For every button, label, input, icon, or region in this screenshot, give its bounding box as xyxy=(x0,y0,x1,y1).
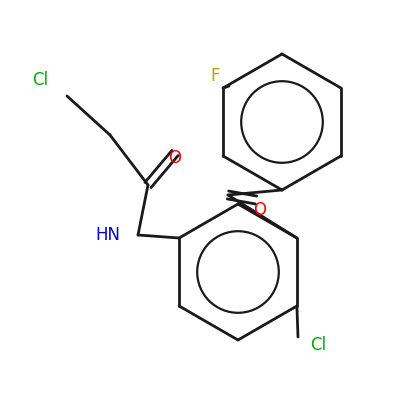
Text: O: O xyxy=(168,149,182,167)
Text: Cl: Cl xyxy=(32,71,48,89)
Text: Cl: Cl xyxy=(310,336,326,354)
Text: F: F xyxy=(210,67,220,85)
Text: HN: HN xyxy=(95,226,120,244)
Text: O: O xyxy=(254,201,266,219)
